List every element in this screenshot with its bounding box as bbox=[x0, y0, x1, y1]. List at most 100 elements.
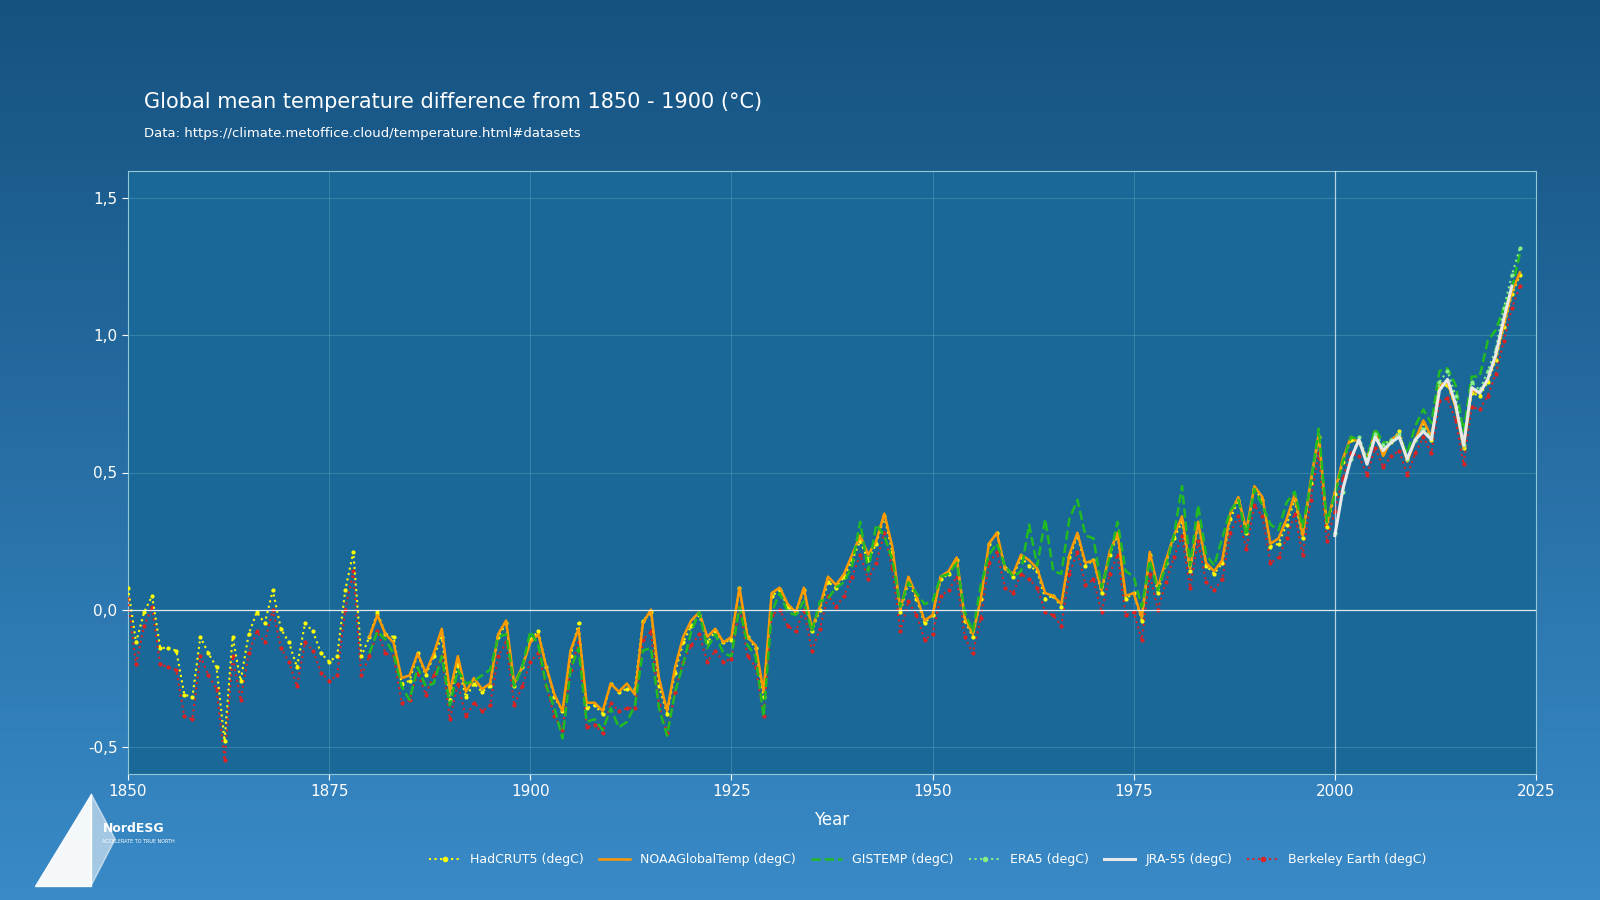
Bar bbox=[0, 402, 1600, 405]
Bar bbox=[0, 819, 1600, 822]
Bar bbox=[0, 384, 1600, 387]
Bar bbox=[0, 165, 1600, 168]
Bar bbox=[0, 66, 1600, 69]
Text: ACCELERATE TO TRUE NORTH: ACCELERATE TO TRUE NORTH bbox=[102, 839, 174, 844]
Bar bbox=[0, 12, 1600, 15]
Bar bbox=[0, 783, 1600, 786]
Bar bbox=[0, 24, 1600, 27]
Bar bbox=[0, 549, 1600, 552]
Bar bbox=[0, 396, 1600, 399]
Bar bbox=[0, 249, 1600, 252]
Bar bbox=[0, 51, 1600, 54]
Bar bbox=[0, 849, 1600, 852]
Bar bbox=[0, 753, 1600, 756]
Bar bbox=[0, 198, 1600, 201]
Bar bbox=[0, 399, 1600, 402]
Bar bbox=[0, 615, 1600, 618]
Bar bbox=[0, 795, 1600, 798]
Bar bbox=[0, 225, 1600, 228]
Bar bbox=[0, 699, 1600, 702]
Bar bbox=[0, 351, 1600, 354]
Bar bbox=[0, 606, 1600, 609]
Bar bbox=[0, 360, 1600, 363]
Bar bbox=[0, 255, 1600, 258]
Bar bbox=[0, 690, 1600, 693]
Bar bbox=[0, 768, 1600, 771]
Bar bbox=[0, 294, 1600, 297]
Bar bbox=[0, 414, 1600, 417]
Bar bbox=[0, 669, 1600, 672]
Bar bbox=[0, 381, 1600, 384]
Bar bbox=[0, 747, 1600, 750]
Bar bbox=[0, 393, 1600, 396]
Bar bbox=[0, 510, 1600, 513]
Bar bbox=[0, 39, 1600, 42]
Bar bbox=[0, 660, 1600, 663]
Bar bbox=[0, 462, 1600, 465]
Bar bbox=[0, 693, 1600, 696]
Bar bbox=[0, 567, 1600, 570]
Bar bbox=[0, 201, 1600, 204]
Bar bbox=[0, 408, 1600, 411]
Bar bbox=[0, 423, 1600, 426]
Bar bbox=[0, 501, 1600, 504]
Bar bbox=[0, 738, 1600, 741]
Bar bbox=[0, 330, 1600, 333]
Text: Data: https://climate.metoffice.cloud/temperature.html#datasets: Data: https://climate.metoffice.cloud/te… bbox=[144, 127, 581, 140]
Bar bbox=[0, 654, 1600, 657]
Bar bbox=[0, 333, 1600, 336]
Bar bbox=[0, 306, 1600, 309]
Bar bbox=[0, 663, 1600, 666]
Bar bbox=[0, 573, 1600, 576]
Bar bbox=[0, 681, 1600, 684]
Bar bbox=[0, 540, 1600, 543]
Bar bbox=[0, 336, 1600, 339]
Bar bbox=[0, 171, 1600, 174]
Bar bbox=[0, 810, 1600, 813]
Bar bbox=[0, 546, 1600, 549]
Bar bbox=[0, 675, 1600, 678]
Bar bbox=[0, 75, 1600, 78]
Bar bbox=[0, 108, 1600, 111]
Bar bbox=[0, 873, 1600, 876]
Bar bbox=[0, 597, 1600, 600]
Bar bbox=[0, 276, 1600, 279]
Bar bbox=[0, 861, 1600, 864]
Bar bbox=[0, 798, 1600, 801]
Bar bbox=[0, 450, 1600, 453]
Bar bbox=[0, 648, 1600, 651]
Bar bbox=[0, 150, 1600, 153]
Bar bbox=[0, 666, 1600, 669]
Bar bbox=[0, 771, 1600, 774]
Bar bbox=[0, 678, 1600, 681]
Bar bbox=[0, 117, 1600, 120]
Bar bbox=[0, 213, 1600, 216]
Bar bbox=[0, 759, 1600, 762]
Bar bbox=[0, 558, 1600, 561]
Bar bbox=[0, 123, 1600, 126]
Bar bbox=[0, 456, 1600, 459]
Bar bbox=[0, 585, 1600, 588]
Bar bbox=[0, 855, 1600, 858]
Bar bbox=[0, 528, 1600, 531]
Bar bbox=[0, 840, 1600, 843]
Bar bbox=[0, 459, 1600, 462]
Bar bbox=[0, 366, 1600, 369]
X-axis label: Year: Year bbox=[814, 811, 850, 829]
Bar bbox=[0, 216, 1600, 219]
Bar bbox=[0, 561, 1600, 564]
Bar bbox=[0, 18, 1600, 21]
Bar bbox=[0, 243, 1600, 246]
Bar bbox=[0, 711, 1600, 714]
Bar bbox=[0, 858, 1600, 861]
Bar bbox=[0, 354, 1600, 357]
Bar bbox=[0, 342, 1600, 345]
Bar bbox=[0, 735, 1600, 738]
Bar bbox=[0, 657, 1600, 660]
Bar bbox=[0, 705, 1600, 708]
Bar bbox=[0, 303, 1600, 306]
Bar bbox=[0, 93, 1600, 96]
Bar bbox=[0, 102, 1600, 105]
Polygon shape bbox=[35, 794, 91, 886]
Bar bbox=[0, 228, 1600, 231]
